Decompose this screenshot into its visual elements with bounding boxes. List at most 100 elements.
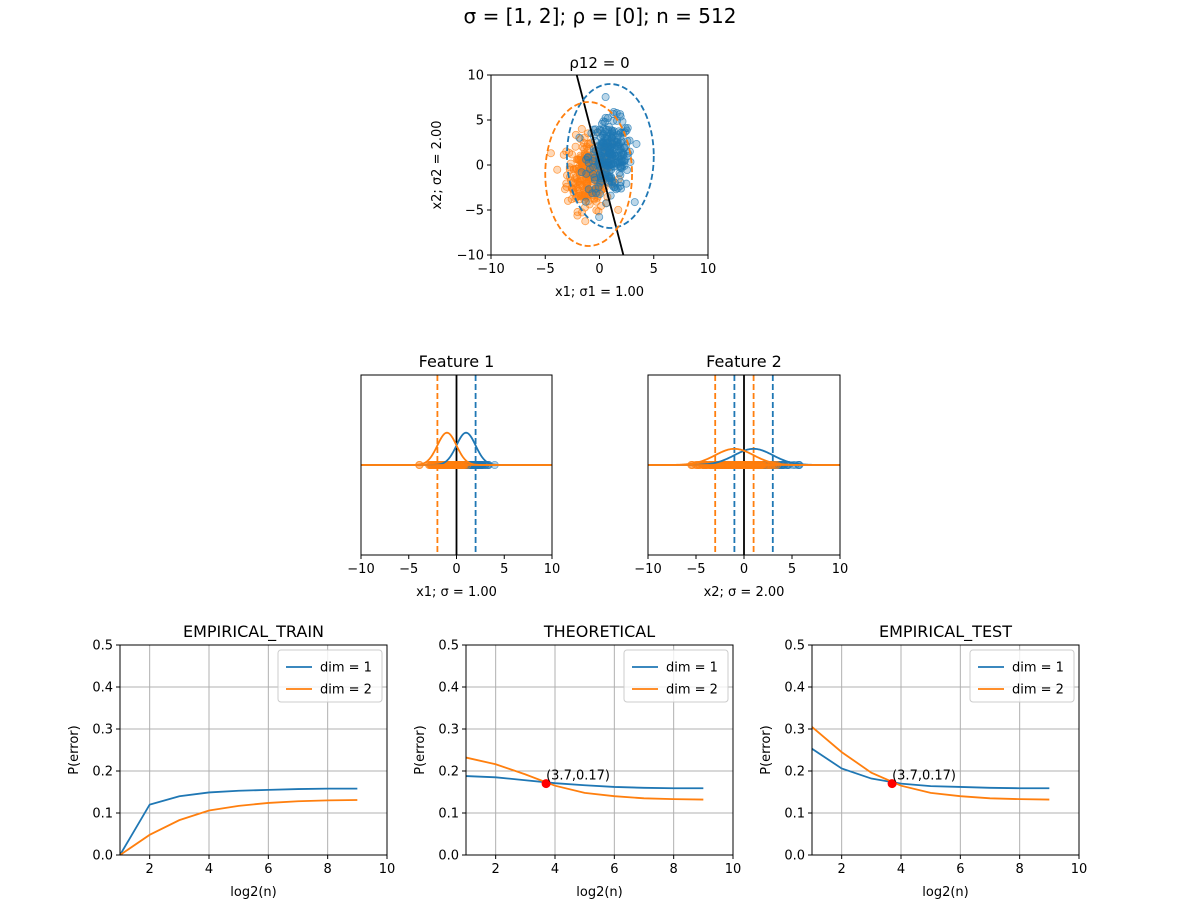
y-tick-label: 0.2 <box>438 765 459 780</box>
scatter-point <box>577 168 586 177</box>
x-tick-label: 2 <box>838 862 846 877</box>
x-axis-label: x2; σ = 2.00 <box>704 585 785 600</box>
x-tick-label: 4 <box>897 862 905 877</box>
y-tick-label: −5 <box>465 204 484 219</box>
scatter-point <box>599 158 608 167</box>
y-tick-label: 0.3 <box>784 723 805 738</box>
x-tick-label: 6 <box>264 862 272 877</box>
x-tick-label: −10 <box>347 562 374 577</box>
scatter-point <box>604 142 613 151</box>
scatter-point <box>594 207 603 216</box>
scatter-point <box>601 93 610 102</box>
chart-title: EMPIRICAL_TEST <box>879 622 1012 642</box>
y-tick-label: −10 <box>457 249 484 264</box>
scatter-point <box>546 149 555 158</box>
legend: dim = 1 dim = 2 <box>969 649 1075 703</box>
x-tick-label: 0 <box>740 562 748 577</box>
confidence-ellipse <box>566 83 655 229</box>
y-axis-label: x2; σ2 = 2.00 <box>430 120 445 209</box>
scatter-point <box>595 213 604 222</box>
legend: dim = 1 dim = 2 <box>277 649 383 703</box>
y-tick-label: 0.4 <box>784 681 805 696</box>
x-tick-label: 10 <box>1071 862 1088 877</box>
scatter-point <box>571 142 580 151</box>
scatter-point <box>582 142 591 151</box>
scatter-point <box>617 184 626 193</box>
feature2-chart: −10 −5 0 5 10 Feature 2 x2; σ = 2.00 <box>634 352 848 600</box>
scatter-point <box>590 175 599 184</box>
scatter-point <box>581 217 590 226</box>
scatter-point <box>616 171 625 180</box>
axes-frame <box>465 644 734 856</box>
legend-label: dim = 1 <box>666 661 718 676</box>
x-tick-label: 0 <box>452 562 460 577</box>
x-tick-label: 8 <box>1016 862 1024 877</box>
y-tick-label: 0.2 <box>92 765 113 780</box>
scatter-point <box>632 139 641 148</box>
x-tick-label: −5 <box>399 562 418 577</box>
x-tick-label: 2 <box>146 862 154 877</box>
scatter-point <box>608 150 617 159</box>
x-tick-label: −10 <box>477 262 504 277</box>
y-tick-label: 0.5 <box>784 639 805 654</box>
legend-label: dim = 2 <box>1012 683 1064 698</box>
scatter-point <box>575 187 584 196</box>
series-line-dim-1 <box>465 775 704 790</box>
series-line-dim-2 <box>465 756 704 801</box>
scatter-point <box>592 197 601 206</box>
chart-title: THEORETICAL <box>543 622 655 641</box>
legend-label: dim = 2 <box>666 683 718 698</box>
intersection-annotation: (3.7,0.17) <box>546 769 610 784</box>
x-axis-label: log2(n) <box>230 885 276 900</box>
x-tick-label: 10 <box>700 262 717 277</box>
empirical_test-chart: (3.7,0.17) 2 4 6 8 10 0.0 0.1 0.2 0.3 0.4 0.5 dim = … <box>759 622 1087 900</box>
x-tick-label: −5 <box>686 562 705 577</box>
scatter-point <box>620 161 629 170</box>
scatter-point <box>573 211 582 220</box>
legend-label: dim = 2 <box>320 683 372 698</box>
x-tick-label: 10 <box>544 562 561 577</box>
x-tick-label: −5 <box>536 262 555 277</box>
x-tick-label: 5 <box>500 562 508 577</box>
x-tick-label: −10 <box>634 562 661 577</box>
y-tick-label: 0.0 <box>438 849 459 864</box>
empirical_train-chart: 2 4 6 8 10 0.0 0.1 0.2 0.3 0.4 0.5 dim = 1 dim = 2 EM… <box>67 622 395 900</box>
x-tick-label: 8 <box>324 862 332 877</box>
feature-plot-area <box>648 375 840 555</box>
x-axis-label: log2(n) <box>576 885 622 900</box>
y-tick-label: 0.1 <box>784 807 805 822</box>
scatter-point <box>609 160 618 169</box>
scatter-point <box>603 114 612 123</box>
scatter-point <box>606 144 615 153</box>
y-axis-label: P(error) <box>67 725 82 774</box>
scatter-point <box>598 149 607 158</box>
x-axis-label: log2(n) <box>922 885 968 900</box>
y-tick-label: 0.4 <box>92 681 113 696</box>
legend-label: dim = 1 <box>1012 661 1064 676</box>
feature1-chart: −10 −5 0 5 10 Feature 1 x1; σ = 1.00 <box>347 352 560 600</box>
x-tick-label: 4 <box>205 862 213 877</box>
intersection-marker <box>541 779 551 789</box>
x-axis-label: x1; σ = 1.00 <box>416 585 497 600</box>
scatter-point <box>591 188 600 197</box>
scatter-point <box>614 205 623 214</box>
x-tick-label: 0 <box>595 262 603 277</box>
series-line-dim-1 <box>119 787 358 856</box>
chart-title: Feature 2 <box>706 352 782 371</box>
y-tick-label: 0.5 <box>92 639 113 654</box>
scatter-point <box>599 124 608 133</box>
x-tick-label: 10 <box>379 862 396 877</box>
y-tick-label: 0 <box>476 159 484 174</box>
y-tick-label: 0.0 <box>784 849 805 864</box>
y-tick-label: 0.3 <box>92 723 113 738</box>
chart-title: Feature 1 <box>419 352 495 371</box>
scatter-chart: −10 −5 0 5 10 −10 −5 0 5 10 ρ12 = 0 x1; σ1 = 1.00 x2… <box>430 54 716 300</box>
x-tick-label: 5 <box>788 562 796 577</box>
legend-label: dim = 1 <box>320 661 372 676</box>
scatter-point <box>582 155 591 164</box>
scatter-point <box>610 183 619 192</box>
y-axis-label: P(error) <box>759 725 774 774</box>
confidence-ellipse <box>544 101 633 247</box>
y-tick-label: 0.0 <box>92 849 113 864</box>
